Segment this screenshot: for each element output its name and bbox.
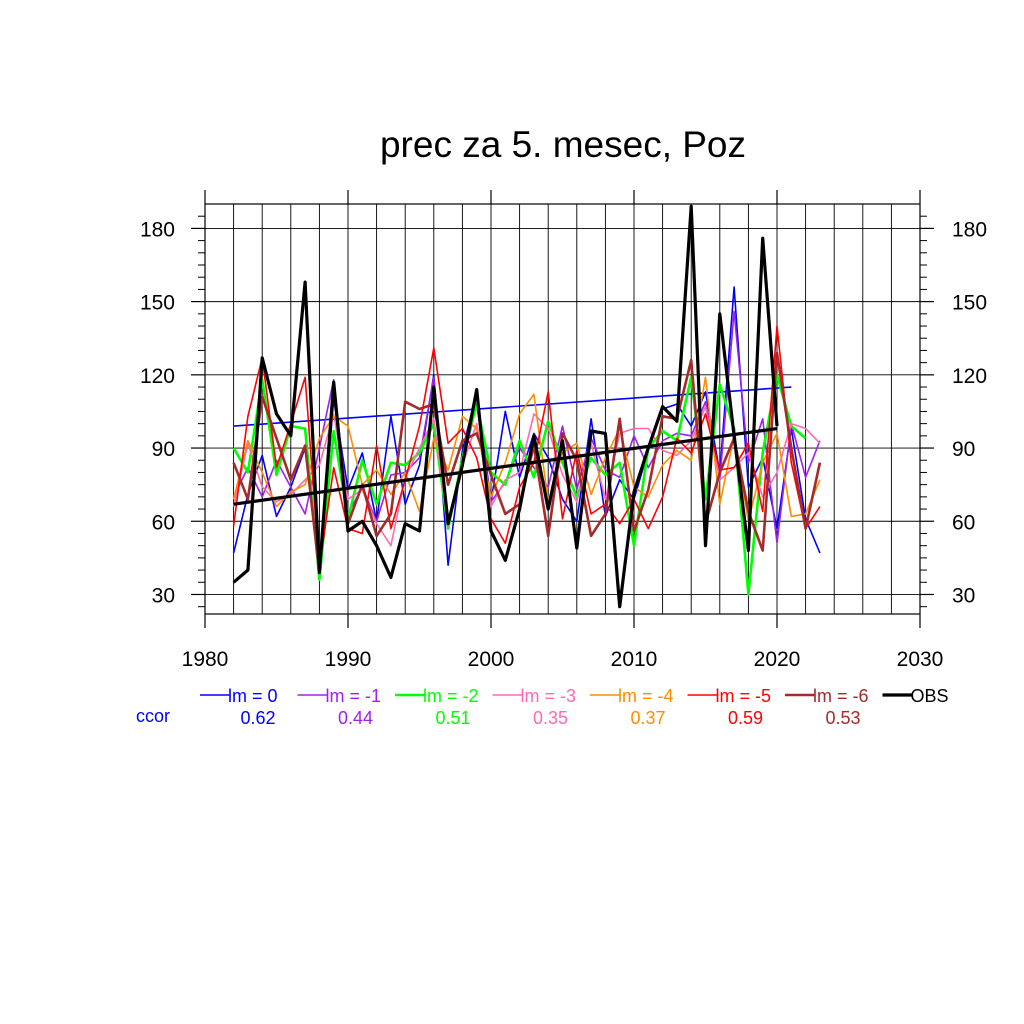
trend-line-8	[233, 426, 778, 506]
y-tick-label: 30	[152, 584, 175, 607]
ccor-value-2: 0.44	[338, 708, 373, 728]
y-tick-label: 120	[140, 365, 175, 388]
legend-label-1: lm = 0	[228, 686, 278, 706]
ccor-value-1: 0.62	[240, 708, 275, 728]
y-tick-label: 60	[152, 511, 175, 534]
legend-label-6: lm = -5	[716, 686, 772, 706]
series-lines	[232, 204, 822, 609]
ccor-value-5: 0.37	[630, 708, 665, 728]
ccor-value-4: 0.35	[533, 708, 568, 728]
series-line-8	[232, 204, 779, 609]
series-line-5	[232, 376, 821, 523]
ccor-value-6: 0.59	[728, 708, 763, 728]
x-tick-label: 2000	[468, 648, 515, 671]
legend-label-8: OBS	[911, 686, 949, 706]
legend-label-4: lm = -3	[521, 686, 577, 706]
x-tick-label: 1980	[182, 648, 229, 671]
x-tick-label: 2030	[897, 648, 944, 671]
plot-frame	[204, 203, 921, 615]
ccor-label: ccor	[136, 706, 170, 726]
y-tick-label-right: 60	[952, 511, 975, 534]
x-tick-label: 2010	[611, 648, 658, 671]
y-tick-label-right: 90	[952, 438, 975, 461]
x-tick-label: 1990	[325, 648, 372, 671]
axes: 1980 1990 2000 2010 2020 2030 30 30 60 60 90 90 120 1…	[140, 190, 987, 671]
ccor-value-7: 0.53	[825, 708, 860, 728]
legend-label-5: lm = -4	[618, 686, 674, 706]
y-tick-label-right: 150	[952, 292, 987, 315]
legend-label-2: lm = -1	[326, 686, 382, 706]
y-tick-label: 150	[140, 292, 175, 315]
y-tick-label: 180	[140, 218, 175, 241]
legend: ccor lm = 00.62 lm = -10.44 lm = -20.51 lm =…	[136, 686, 949, 728]
y-tick-label-right: 30	[952, 584, 975, 607]
legend-label-7: lm = -6	[813, 686, 869, 706]
ccor-value-3: 0.51	[435, 708, 470, 728]
chart-title: prec za 5. mesec, Poz	[380, 124, 746, 165]
y-tick-label-right: 180	[952, 218, 987, 241]
y-tick-label: 90	[152, 438, 175, 461]
y-tick-label-right: 120	[952, 365, 987, 388]
x-tick-label: 2020	[754, 648, 801, 671]
legend-label-3: lm = -2	[423, 686, 479, 706]
